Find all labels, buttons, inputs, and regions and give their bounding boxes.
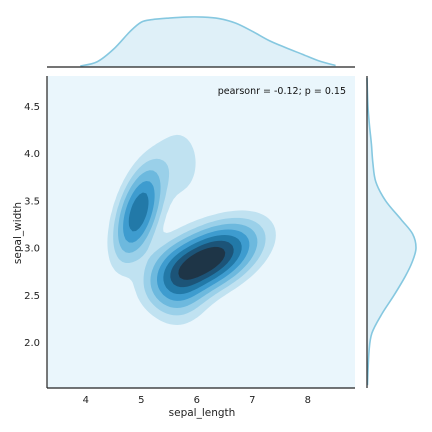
y-axis-label: sepal_width <box>12 202 24 264</box>
x-axis-ticks: 4 5 6 7 8 <box>83 395 311 406</box>
marginal-y-density <box>366 76 417 388</box>
marginal-y-line <box>366 77 417 386</box>
kde-level-7 <box>178 246 226 280</box>
x-tick-label: 4 <box>83 395 89 406</box>
marginal-x-fill <box>80 16 336 67</box>
y-tick-label: 3.5 <box>24 196 40 207</box>
x-tick-label: 8 <box>305 395 311 406</box>
marginal-x-line <box>80 16 336 67</box>
marginal-x-density <box>47 16 355 68</box>
pearson-annotation: pearsonr = -0.12; p = 0.15 <box>218 86 346 97</box>
plot-spines <box>46 76 355 389</box>
y-tick-label: 3.0 <box>24 244 40 255</box>
x-tick-label: 5 <box>138 395 144 406</box>
y-tick-label: 2.5 <box>24 291 40 302</box>
x-axis-label: sepal_length <box>169 407 236 419</box>
y-tick-label: 2.0 <box>24 338 40 349</box>
joint-kde-panel <box>46 76 355 389</box>
x-tick-label: 7 <box>249 395 255 406</box>
kde-contours <box>107 134 276 325</box>
y-axis-ticks: 2.0 2.5 3.0 3.5 4.0 4.5 <box>24 102 40 349</box>
marginal-y-fill <box>367 77 417 386</box>
y-tick-label: 4.5 <box>24 102 40 113</box>
y-tick-label: 4.0 <box>24 149 40 160</box>
x-tick-label: 6 <box>194 395 200 406</box>
